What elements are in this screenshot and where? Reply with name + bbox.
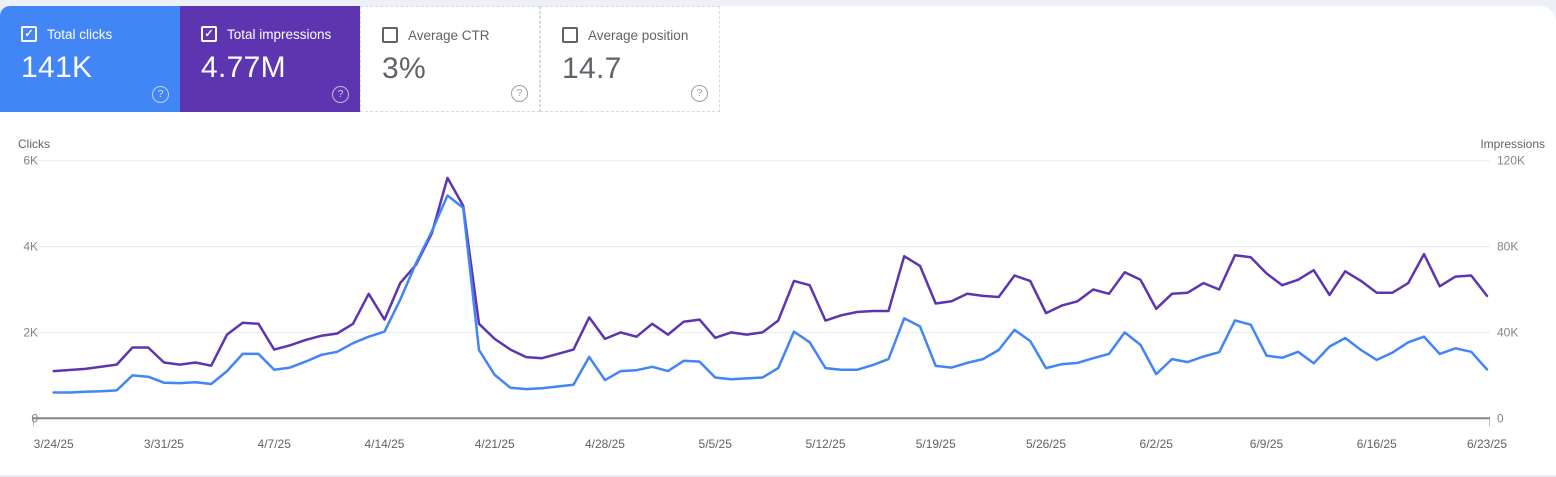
axis-tick-labels: 0 2K 4K 6K 0 40K 80K 120K [23,154,1525,426]
help-icon[interactable]: ? [332,86,349,103]
date-tick-label: 3/31/25 [144,437,184,451]
left-axis-tick-label: 0 [31,411,38,425]
metric-card-label: Average CTR [408,27,490,43]
data-lines [52,176,1489,394]
metric-card-value: 3% [382,52,426,85]
date-tick-label: 5/5/25 [699,437,733,451]
checkbox-unchecked-icon[interactable] [562,27,578,43]
metric-card-value: 14.7 [562,52,622,85]
left-axis-tick-label: 2K [23,325,38,339]
date-tick-label: 6/2/25 [1140,437,1174,451]
checkbox-checked-icon[interactable]: ✓ [21,26,37,42]
metric-card-total-clicks[interactable]: ✓ Total clicks 141K ? [0,6,180,112]
right-axis-tick-label: 40K [1497,325,1518,339]
help-icon[interactable]: ? [152,86,169,103]
right-axis-tick-label: 0 [1497,411,1504,425]
gridlines [33,160,1490,426]
left-axis-title: Clicks [18,137,50,151]
metric-card-header: Average CTR [382,27,539,43]
checkbox-unchecked-icon[interactable] [382,27,398,43]
right-axis-tick-label: 120K [1497,154,1525,168]
metric-card-value: 141K [21,51,93,84]
date-tick-label: 4/28/25 [585,437,625,451]
date-tick-label: 5/26/25 [1026,437,1066,451]
metric-card-label: Total clicks [47,26,113,42]
date-tick-label: 4/7/25 [258,437,292,451]
metric-card-header: Average position [562,27,719,43]
date-tick-label: 5/19/25 [916,437,956,451]
metric-card-average-ctr[interactable]: Average CTR 3% ? [360,6,540,112]
metric-card-header: ✓ Total clicks [21,26,180,42]
left-axis-tick-label: 6K [23,154,38,168]
metric-card-label: Total impressions [227,26,332,42]
right-axis-title: Impressions [1480,137,1545,151]
metric-card-average-position[interactable]: Average position 14.7 ? [540,6,720,112]
metric-cards-row: ✓ Total clicks 141K ? ✓ Total impression… [0,6,720,112]
metric-card-value: 4.77M [201,51,286,84]
clicks-line[interactable] [52,194,1489,394]
date-tick-label: 3/24/25 [34,437,74,451]
right-axis-tick-label: 80K [1497,240,1518,254]
help-icon[interactable]: ? [511,85,528,102]
date-tick-label: 4/21/25 [475,437,515,451]
left-axis-tick-label: 4K [23,240,38,254]
impressions-line[interactable] [52,176,1489,373]
checkbox-checked-icon[interactable]: ✓ [201,26,217,42]
date-tick-label: 6/23/25 [1467,437,1507,451]
date-tick-labels: 3/24/25 3/31/25 4/7/25 4/14/25 4/21/25 4/28/2… [34,437,1508,451]
metric-card-header: ✓ Total impressions [201,26,360,42]
metric-card-label: Average position [588,27,689,43]
date-tick-label: 4/14/25 [364,437,404,451]
date-tick-label: 5/12/25 [805,437,845,451]
help-icon[interactable]: ? [691,85,708,102]
date-tick-label: 6/16/25 [1357,437,1397,451]
date-tick-label: 6/9/25 [1250,437,1284,451]
metric-card-total-impressions[interactable]: ✓ Total impressions 4.77M ? [180,6,360,112]
